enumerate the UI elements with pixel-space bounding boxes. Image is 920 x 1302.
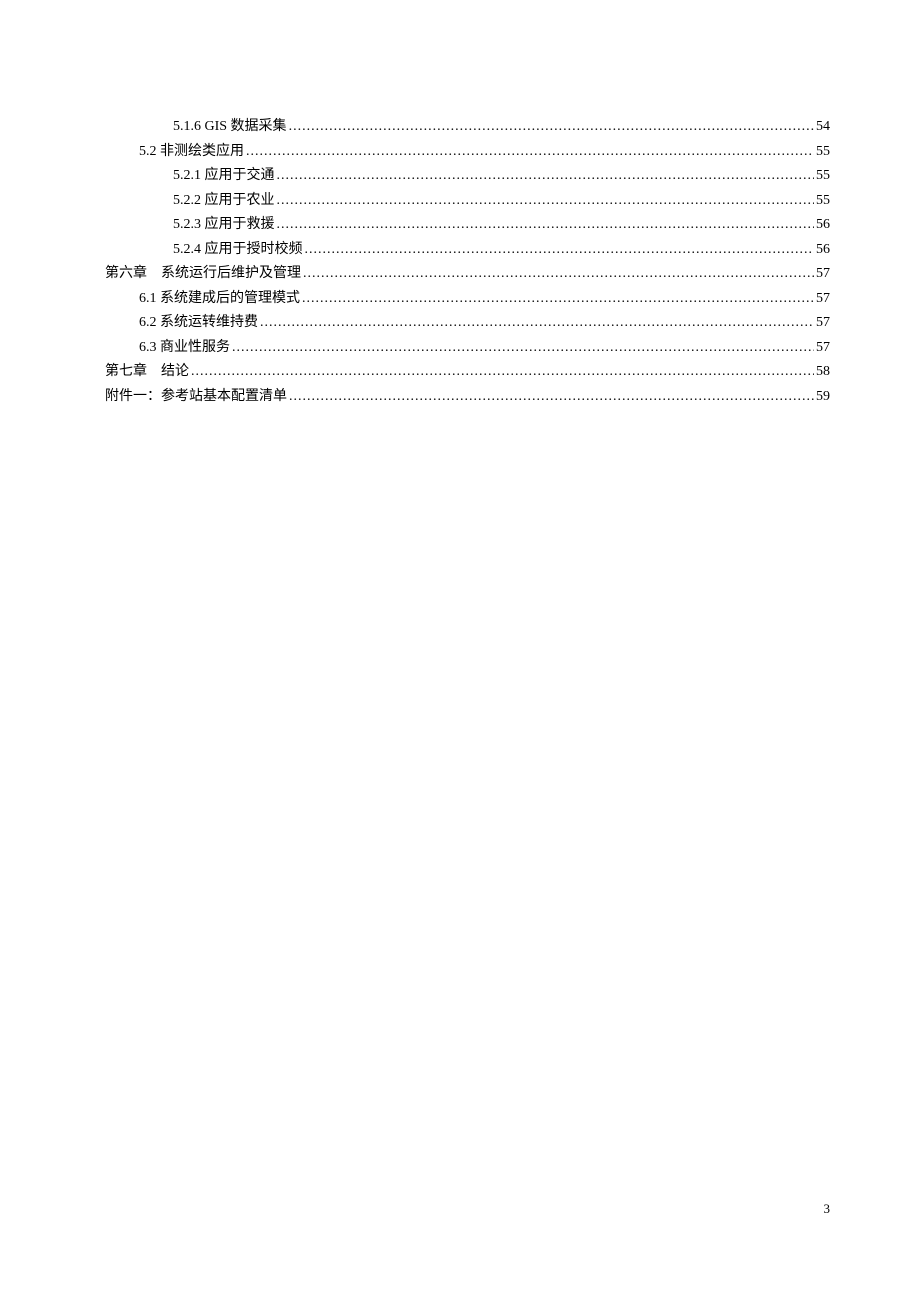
- toc-leader-dots: [289, 115, 814, 140]
- toc-leader-dots: [289, 385, 814, 410]
- toc-leader-dots: [303, 262, 814, 287]
- toc-leader-dots: [305, 238, 815, 263]
- toc-entry: 第六章 系统运行后维护及管理 57: [105, 262, 830, 287]
- toc-entry-page: 57: [816, 311, 830, 336]
- toc-entry-page: 57: [816, 336, 830, 361]
- toc-entry-page: 56: [816, 238, 830, 263]
- toc-entry-text: 5.2.1 应用于交通: [173, 164, 275, 189]
- toc-leader-dots: [277, 213, 815, 238]
- toc-entry-page: 57: [816, 287, 830, 312]
- toc-entry-text: 第六章 系统运行后维护及管理: [105, 262, 301, 287]
- toc-entry: 5.2.3 应用于救援 56: [173, 213, 830, 238]
- toc-leader-dots: [246, 140, 814, 165]
- toc-entry: 附件一：参考站基本配置清单 59: [105, 385, 830, 410]
- toc-entry-page: 59: [816, 385, 830, 410]
- toc-entry-text: 5.1.6 GIS 数据采集: [173, 115, 287, 140]
- toc-entry-page: 55: [816, 164, 830, 189]
- toc-entry-text: 第七章 结论: [105, 360, 189, 385]
- toc-entry-text: 5.2.4 应用于授时校频: [173, 238, 303, 263]
- toc-leader-dots: [191, 360, 814, 385]
- toc-leader-dots: [260, 311, 814, 336]
- toc-entry-text: 6.3 商业性服务: [139, 336, 230, 361]
- toc-entry: 5.2.1 应用于交通 55: [173, 164, 830, 189]
- toc-entry: 6.3 商业性服务 57: [139, 336, 830, 361]
- toc-entry: 5.2.4 应用于授时校频 56: [173, 238, 830, 263]
- toc-entry-text: 5.2 非测绘类应用: [139, 140, 244, 165]
- toc-entry-page: 58: [816, 360, 830, 385]
- toc-entry-text: 6.2 系统运转维持费: [139, 311, 258, 336]
- toc-leader-dots: [232, 336, 814, 361]
- toc-entry: 5.2 非测绘类应用 55: [139, 140, 830, 165]
- toc-entry-page: 55: [816, 140, 830, 165]
- toc-entry: 6.2 系统运转维持费 57: [139, 311, 830, 336]
- toc-entry-page: 56: [816, 213, 830, 238]
- table-of-contents: 5.1.6 GIS 数据采集545.2 非测绘类应用555.2.1 应用于交通5…: [105, 115, 830, 409]
- toc-entry: 6.1 系统建成后的管理模式 57: [139, 287, 830, 312]
- page-number: 3: [824, 1201, 831, 1217]
- toc-entry-page: 54: [816, 115, 830, 140]
- toc-entry-page: 57: [816, 262, 830, 287]
- toc-leader-dots: [277, 189, 815, 214]
- toc-entry-text: 附件一：参考站基本配置清单: [105, 385, 287, 410]
- toc-entry-text: 5.2.2 应用于农业: [173, 189, 275, 214]
- toc-entry-text: 6.1 系统建成后的管理模式: [139, 287, 300, 312]
- toc-leader-dots: [302, 287, 814, 312]
- toc-entry-page: 55: [816, 189, 830, 214]
- toc-entry: 5.2.2 应用于农业 55: [173, 189, 830, 214]
- toc-entry: 第七章 结论 58: [105, 360, 830, 385]
- toc-entry: 5.1.6 GIS 数据采集 54: [173, 115, 830, 140]
- toc-leader-dots: [277, 164, 815, 189]
- toc-entry-text: 5.2.3 应用于救援: [173, 213, 275, 238]
- page-container: 5.1.6 GIS 数据采集545.2 非测绘类应用555.2.1 应用于交通5…: [0, 0, 920, 409]
